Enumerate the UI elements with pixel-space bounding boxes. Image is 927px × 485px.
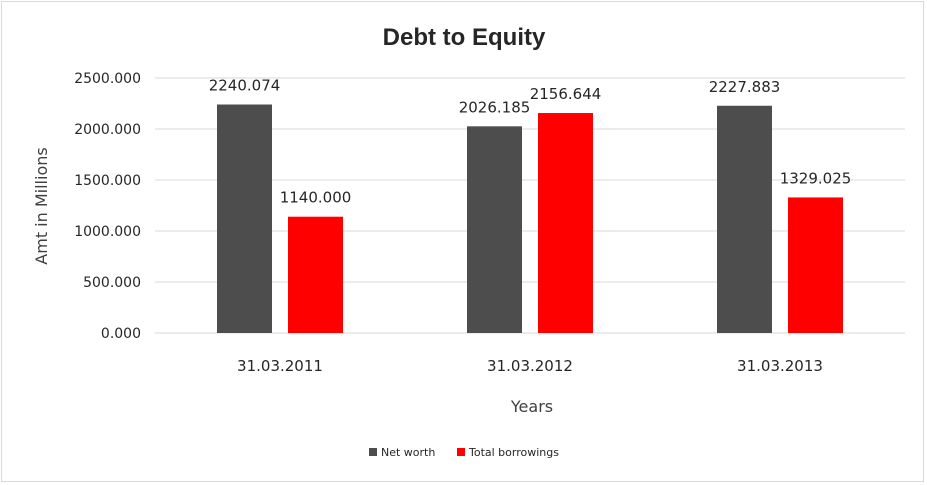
legend-label: Net worth	[381, 446, 435, 459]
y-axis-ticks: 0.000 500.000 1000.000 1500.000 2000.000 2500…	[74, 71, 141, 342]
legend-swatch	[369, 448, 377, 456]
legend: Net worth Total borrowings	[369, 446, 559, 459]
legend-label: Total borrowings	[468, 446, 559, 459]
x-axis-categories: 31.03.2011 31.03.2012 31.03.2013	[237, 357, 823, 375]
bar-total-borrowings	[788, 197, 843, 333]
x-tick-label: 31.03.2011	[237, 357, 323, 375]
data-label: 2227.883	[709, 78, 781, 96]
bar-total-borrowings	[538, 113, 593, 333]
y-tick-label: 2500.000	[74, 71, 141, 87]
data-label: 2156.644	[530, 85, 602, 103]
bar-net-worth	[467, 126, 522, 333]
y-tick-label: 1000.000	[74, 224, 141, 240]
x-tick-label: 31.03.2012	[487, 357, 573, 375]
y-tick-label: 1500.000	[74, 173, 141, 189]
data-label: 1140.000	[280, 189, 352, 207]
y-axis-label: Amt in Millions	[32, 147, 51, 264]
y-tick-label: 500.000	[83, 275, 141, 291]
bars	[217, 104, 843, 333]
bar-net-worth	[717, 105, 772, 333]
bar-net-worth	[217, 104, 272, 333]
data-label: 1329.025	[780, 169, 852, 187]
legend-swatch	[457, 448, 465, 456]
bar-total-borrowings	[288, 216, 343, 333]
data-label: 2240.074	[209, 77, 281, 95]
y-tick-label: 0.000	[101, 326, 141, 342]
x-tick-label: 31.03.2013	[737, 357, 823, 375]
chart-title: Debt to Equity	[383, 24, 546, 51]
x-axis-label: Years	[510, 397, 553, 416]
y-tick-label: 2000.000	[74, 122, 141, 138]
gridlines	[155, 77, 905, 334]
data-label: 2026.185	[459, 98, 531, 116]
